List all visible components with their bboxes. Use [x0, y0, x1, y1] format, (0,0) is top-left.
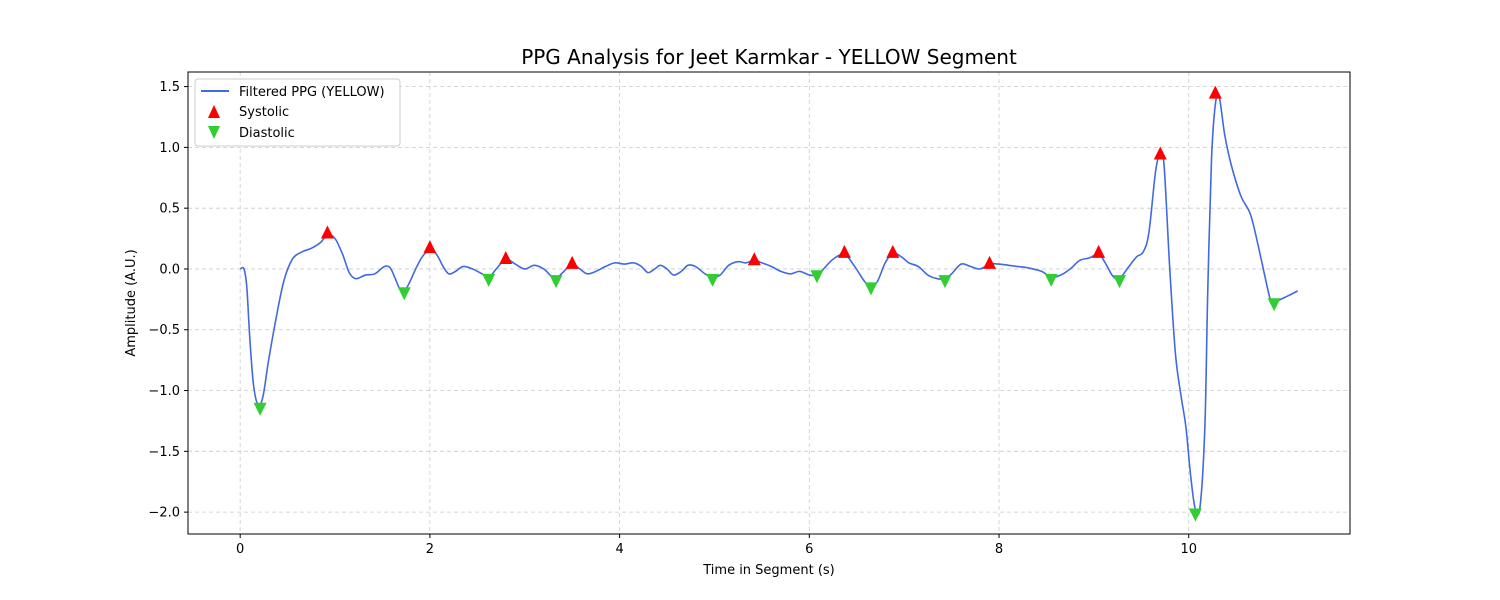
systolic-marker — [747, 252, 761, 266]
diastolic-marker — [938, 275, 952, 289]
y-tick-label: 0.0 — [159, 262, 180, 277]
systolic-marker — [837, 244, 851, 258]
systolic-marker — [1092, 244, 1106, 258]
diastolic-marker — [253, 402, 267, 416]
diastolic-marker — [706, 273, 720, 287]
y-tick-label: −1.0 — [148, 384, 180, 399]
chart-title: PPG Analysis for Jeet Karmkar - YELLOW S… — [521, 45, 1017, 69]
systolic-marker — [320, 225, 334, 239]
systolic-marker — [1208, 85, 1222, 99]
systolic-marker — [565, 255, 579, 269]
x-tick-label: 0 — [236, 542, 244, 557]
x-tick-label: 2 — [426, 542, 434, 557]
diastolic-marker — [482, 273, 496, 287]
y-tick-label: 1.5 — [159, 80, 180, 95]
x-tick-label: 8 — [995, 542, 1003, 557]
diastolic-marker — [397, 287, 411, 301]
axis-ticks: 0 2 4 6 8 10 1.5 1.0 0.5 0.0 −0.5 −1.0 −1.5 −2.0 — [148, 80, 1197, 557]
y-axis-label: Amplitude (A.U.) — [124, 249, 139, 356]
plot-area — [239, 85, 1299, 522]
legend: Filtered PPG (YELLOW) Systolic Diastolic — [194, 78, 401, 147]
y-tick-label: −0.5 — [148, 323, 180, 338]
systolic-marker — [886, 244, 900, 258]
legend-systolic-marker — [208, 105, 220, 118]
legend-diastolic-marker — [208, 126, 220, 139]
x-axis-label: Time in Segment (s) — [702, 563, 834, 578]
y-tick-label: 0.5 — [159, 202, 180, 217]
y-tick-label: −2.0 — [148, 506, 180, 521]
x-tick-label: 10 — [1180, 542, 1197, 557]
diastolic-marker — [1112, 275, 1126, 289]
diastolic-marker — [864, 282, 878, 296]
y-tick-label: 1.0 — [159, 141, 180, 156]
diastolic-marker — [1267, 298, 1281, 312]
grid — [188, 72, 1350, 534]
diastolic-marker — [1188, 508, 1202, 522]
plot-frame — [187, 71, 1351, 535]
systolic-marker — [1153, 146, 1167, 160]
diastolic-marker — [549, 275, 563, 289]
y-tick-label: −1.5 — [148, 445, 180, 460]
diastolic-marker — [1044, 273, 1058, 287]
diastolic-marker — [810, 270, 824, 284]
legend-label-systolic: Systolic — [239, 105, 289, 120]
systolic-marker — [983, 255, 997, 269]
ppg-signal-line — [239, 93, 1299, 516]
x-tick-label: 6 — [805, 542, 813, 557]
legend-label-ppg: Filtered PPG (YELLOW) — [239, 85, 385, 100]
legend-box — [194, 78, 401, 147]
systolic-marker — [423, 240, 437, 254]
x-tick-label: 4 — [615, 542, 623, 557]
systolic-marker — [499, 251, 513, 265]
legend-label-diastolic: Diastolic — [239, 126, 295, 141]
